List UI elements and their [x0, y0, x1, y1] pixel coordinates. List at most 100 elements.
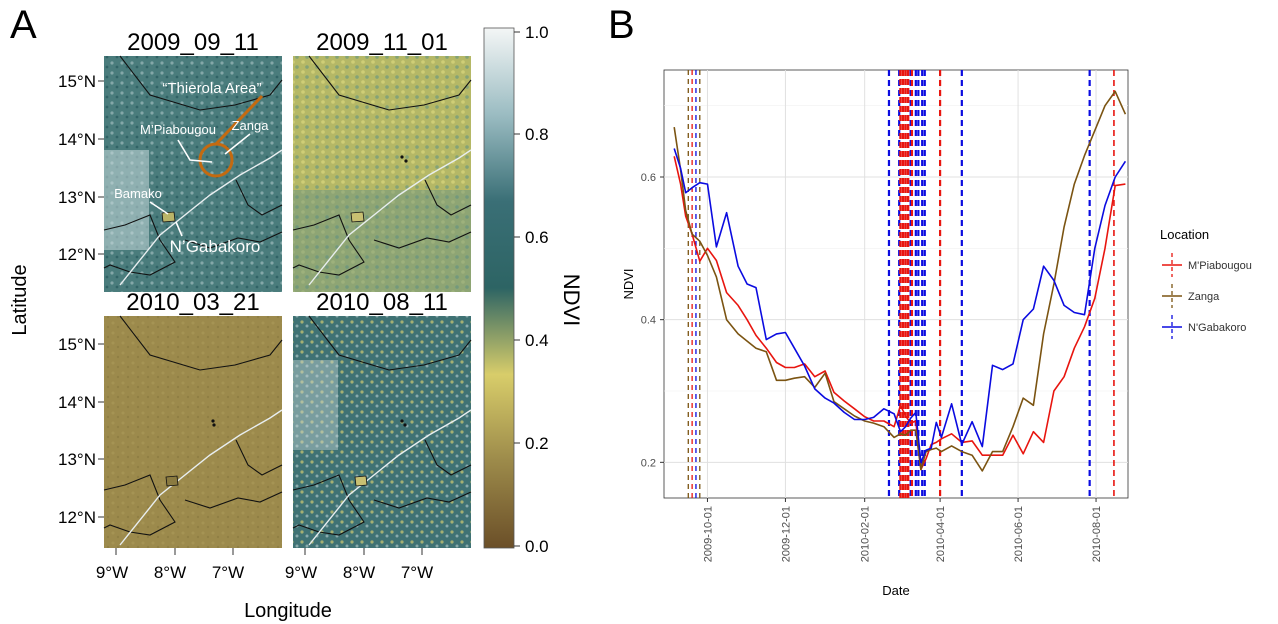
latitude-axis-top: 15°N 14°N 13°N 12°N: [58, 72, 96, 264]
series-lines: [673, 90, 1127, 472]
map-title: 2009_09_11: [127, 29, 259, 56]
map-2009-09-11: 2009_09_11 “Thierola Area” M’Piabougou Z…: [103, 29, 283, 292]
colorbar-tick-label: 0.4: [525, 331, 549, 350]
x-axis: 2009-10-01 2009-12-01 2010-02-01 2010-04-01…: [702, 498, 1103, 562]
legend-title: Location: [1160, 227, 1209, 242]
y-tick-label: 0.2: [641, 457, 656, 469]
colorbar-tick-label: 1.0: [525, 23, 549, 42]
lat-tick-label: 13°N: [58, 188, 96, 207]
ngabakoro-arrow: [175, 221, 183, 237]
river-line: [119, 409, 283, 546]
x-axis-title: Date: [882, 583, 909, 598]
map-highlight: [104, 150, 149, 250]
x-tick-label: 2009-10-01: [702, 506, 714, 562]
series-line: [673, 156, 1126, 471]
y-axis: 0.2 0.4 0.6: [641, 172, 664, 469]
lon-tick-label: 8°W: [154, 563, 186, 582]
bamako-area: [350, 211, 365, 223]
grid: [664, 70, 1128, 498]
legend-key: [1162, 284, 1182, 308]
map-highlight: [293, 360, 338, 450]
x-tick-label: 2010-06-01: [1013, 506, 1025, 562]
lat-tick-marks: [98, 80, 104, 518]
colorbar-bar: [483, 27, 515, 549]
longitude-axis-left: 9°W 8°W 7°W: [96, 563, 244, 582]
panel-b: B 0.2 0.4 0.6 2009-10-01 2009-12-01 2010-02-…: [608, 3, 1252, 598]
map-2010-03-21: 2010_03_21: [103, 289, 283, 548]
plot-area: [663, 69, 1129, 499]
annotation-mpiabougou: M’Piabougou: [140, 122, 216, 137]
panel-b-label: B: [608, 3, 635, 47]
lon-tick-label: 9°W: [285, 563, 317, 582]
longitude-axis-right: 9°W 8°W 7°W: [285, 563, 433, 582]
border-lines: [292, 55, 472, 276]
legend-label: N'Gabakoro: [1188, 322, 1246, 334]
bamako-area: [165, 475, 179, 487]
x-tick-label: 2010-02-01: [860, 506, 872, 562]
site-dot: [212, 423, 216, 427]
lat-tick-label: 13°N: [58, 450, 96, 469]
colorbar-tick-labels: 1.0 0.8 0.6 0.4 0.2 0.0: [525, 23, 549, 556]
mpiabougou-arrow: [177, 139, 213, 163]
site-dot: [400, 419, 404, 423]
bamako-area: [354, 475, 368, 487]
colorbar-tick-label: 0.0: [525, 537, 549, 556]
map-2009-11-01: 2009_11_01: [292, 29, 472, 292]
lon-tick-label: 7°W: [212, 563, 244, 582]
river-line: [308, 409, 472, 546]
annotation-ngabakoro: N’Gabakoro: [170, 237, 261, 256]
x-tick-label: 2010-04-01: [935, 506, 947, 562]
map-raster: [293, 316, 471, 548]
lat-tick-label: 15°N: [58, 335, 96, 354]
lat-tick-label: 12°N: [58, 508, 96, 527]
site-dot: [404, 159, 408, 163]
border-lines: [103, 315, 283, 536]
y-tick-label: 0.4: [641, 315, 656, 327]
latitude-axis-bottom: 15°N 14°N 13°N 12°N: [58, 335, 96, 527]
map-raster: [104, 316, 282, 548]
series-line: [673, 90, 1127, 472]
bamako-arrow: [149, 201, 169, 215]
lat-tick-label: 12°N: [58, 245, 96, 264]
colorbar-tick-label: 0.2: [525, 434, 549, 453]
x-tick-label: 2009-12-01: [780, 506, 792, 562]
ndvi-colorbar: 1.0 0.8 0.6 0.4 0.2 0.0 NDVI: [483, 23, 584, 556]
series-line: [673, 148, 1127, 464]
lon-tick-label: 8°W: [343, 563, 375, 582]
lat-tick-label: 15°N: [58, 72, 96, 91]
x-axis-title-longitude: Longitude: [244, 600, 332, 622]
bamako-area: [161, 211, 176, 223]
lat-tick-label: 14°N: [58, 130, 96, 149]
panel-a-label: A: [10, 3, 37, 47]
panel-a: A Latitude Longitude 2009_09_11 “Thierol…: [9, 3, 584, 622]
y-axis-title: NDVI: [621, 268, 636, 299]
zanga-arrow: [224, 133, 251, 155]
thierola-pointer: [214, 94, 264, 146]
legend-key: [1162, 253, 1182, 277]
map-raster: [293, 56, 471, 292]
annotation-thierola: “Thierola Area”: [162, 80, 261, 97]
legend: Location M'Piabougou Zanga N'Gabakoro: [1160, 227, 1252, 339]
lon-tick-label: 9°W: [96, 563, 128, 582]
map-title: 2009_11_01: [316, 29, 448, 56]
y-tick-label: 0.6: [641, 172, 656, 184]
legend-key: [1162, 315, 1182, 339]
y-axis-title-latitude: Latitude: [9, 264, 31, 335]
colorbar-title: NDVI: [559, 274, 584, 327]
site-dot: [400, 155, 404, 159]
annotation-zanga: Zanga: [232, 118, 270, 133]
lat-tick-label: 14°N: [58, 393, 96, 412]
site-dot: [403, 423, 407, 427]
lon-tick-marks: [115, 548, 423, 555]
map-2010-08-11: 2010_08_11: [292, 289, 472, 548]
lon-tick-label: 7°W: [401, 563, 433, 582]
legend-label: Zanga: [1188, 291, 1220, 303]
map-title: 2010_03_21: [126, 289, 259, 316]
colorbar-tick-label: 0.8: [525, 125, 549, 144]
river-line: [308, 149, 472, 286]
site-dot: [211, 419, 215, 423]
annotation-bamako: Bamako: [114, 186, 162, 201]
border-lines: [292, 315, 472, 536]
border-lines: [103, 55, 283, 276]
